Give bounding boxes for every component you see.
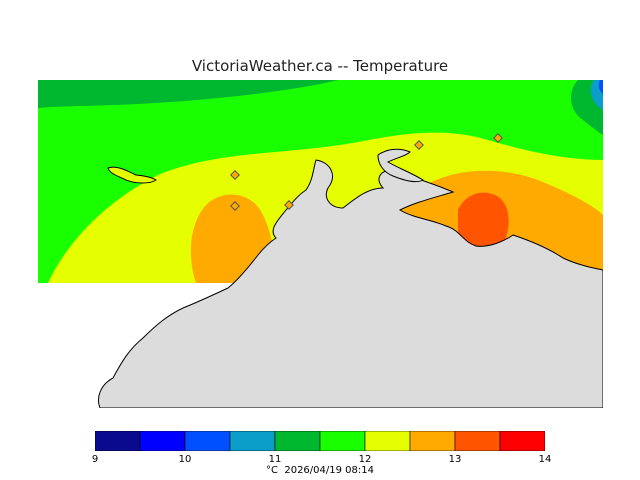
inlet	[377, 148, 424, 183]
legend-swatch	[139, 431, 186, 451]
island	[107, 166, 157, 184]
legend-swatch	[95, 431, 141, 451]
legend-tick: 11	[268, 454, 282, 465]
temp-band-9-5-10	[598, 80, 603, 94]
station-marker	[284, 200, 294, 210]
station-marker	[230, 170, 240, 180]
station-marker	[414, 140, 424, 150]
legend-swatch	[229, 431, 276, 451]
temp-band-11-11-5-north	[38, 80, 338, 108]
temperature-map	[38, 80, 603, 408]
legend-tick: 13	[448, 454, 462, 465]
timestamp: 2026/04/19 08:14	[284, 465, 374, 476]
legend-tick: 12	[358, 454, 372, 465]
station-marker	[230, 201, 240, 211]
land-mass	[98, 159, 603, 408]
legend-swatch	[409, 431, 456, 451]
legend-tick: 9	[91, 454, 99, 465]
legend-tick: 10	[178, 454, 192, 465]
map-title: VictoriaWeather.ca -- Temperature	[191, 57, 449, 75]
legend-tick: 14	[538, 454, 552, 465]
legend-swatch	[274, 431, 321, 451]
color-legend	[95, 431, 545, 451]
legend-swatch	[319, 431, 366, 451]
temp-band-13-13-5	[458, 192, 509, 257]
legend-swatch	[184, 431, 231, 451]
legend-swatch	[499, 431, 545, 451]
legend-swatch	[364, 431, 411, 451]
unit-label: °C	[266, 465, 278, 476]
legend-caption: °C 2026/04/19 08:14	[0, 465, 640, 476]
station-marker	[493, 133, 503, 143]
legend-swatch	[454, 431, 501, 451]
